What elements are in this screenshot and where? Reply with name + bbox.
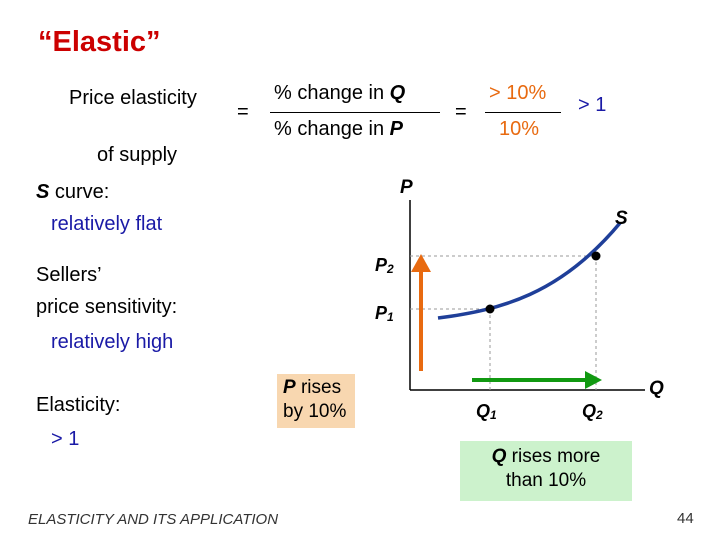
quantity-arrow-head	[585, 371, 602, 389]
curve-heading: S curve:	[36, 181, 110, 203]
price-arrow-head	[411, 254, 431, 272]
point-q2-p2	[591, 251, 601, 261]
page-number: 44	[677, 510, 694, 527]
q2-label: Q2	[582, 401, 603, 422]
slide-title: “Elastic”	[38, 26, 161, 58]
sensitivity-line1: Sellers’	[36, 264, 102, 286]
formula-denominator-value: 10%	[499, 118, 540, 140]
point-q1-p1	[485, 304, 495, 314]
quantity-rise-note: Q rises more than 10%	[460, 441, 632, 501]
y-axis-label: P	[400, 177, 413, 198]
formula-result: > 1	[578, 94, 607, 116]
formula-equals-1: =	[237, 101, 249, 123]
elasticity-label: Elasticity:	[36, 394, 121, 416]
curve-label: S	[615, 208, 628, 229]
p1-label: P1	[375, 303, 394, 324]
price-rise-note: P rises by 10%	[277, 374, 355, 428]
p2-label: P2	[375, 255, 394, 276]
q1-label: Q1	[476, 401, 497, 422]
x-axis-label: Q	[649, 378, 664, 399]
curve-value: relatively flat	[51, 213, 163, 235]
formula-denominator: % change in P	[274, 118, 403, 140]
fraction-bar-1	[270, 112, 440, 113]
formula-lhs-line1: Price elasticity	[69, 87, 197, 109]
supply-curve	[437, 221, 622, 320]
formula-numerator-value: > 10%	[489, 82, 547, 104]
fraction-bar-2	[485, 112, 561, 113]
sensitivity-line2: price sensitivity:	[36, 296, 178, 318]
formula-equals-2: =	[455, 101, 467, 123]
formula-numerator: % change in Q	[274, 82, 406, 104]
footer-text: ELASTICITY AND ITS APPLICATION	[28, 511, 279, 528]
sensitivity-value: relatively high	[51, 331, 174, 353]
elasticity-value: > 1	[51, 428, 80, 450]
formula-lhs-line2: of supply	[97, 144, 178, 166]
